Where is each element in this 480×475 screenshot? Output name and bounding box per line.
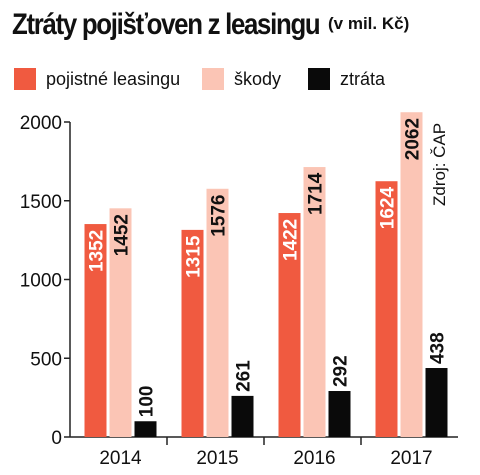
bar-skody <box>109 208 132 437</box>
chart-title-main: Ztráty pojišťoven z leasingu <box>12 8 321 41</box>
bar-pojistne <box>181 229 204 437</box>
data-label: 2062 <box>403 118 424 160</box>
bar-skody <box>206 188 229 437</box>
chart-legend: pojistné leasingu škody ztráta <box>14 68 474 92</box>
legend-label-ztrata: ztráta <box>340 68 386 89</box>
x-tick-label: 2014 <box>99 448 142 469</box>
data-label: 1714 <box>306 172 327 215</box>
x-tick-label: 2016 <box>293 448 335 469</box>
legend-label-skody: škody <box>234 68 282 89</box>
data-label: 438 <box>428 332 449 364</box>
data-label: 1624 <box>378 187 399 230</box>
bar-ztrata <box>425 368 448 437</box>
bar-skody <box>400 112 423 438</box>
data-label: 261 <box>234 360 255 392</box>
legend-item-skody: škody <box>202 68 281 90</box>
y-tick-label: 500 <box>30 349 62 370</box>
legend-swatch-pojistne <box>14 68 36 90</box>
legend-label-pojistne: pojistné leasingu <box>46 68 181 89</box>
legend-item-ztrata: ztráta <box>308 68 385 90</box>
y-tick-label: 0 <box>51 428 62 449</box>
y-tick-label: 1000 <box>20 271 62 292</box>
chart-title: Ztráty pojišťoven z leasingu <box>12 8 369 42</box>
data-label: 1576 <box>209 194 230 236</box>
data-label: 100 <box>137 386 158 418</box>
bar-ztrata <box>231 395 254 437</box>
data-label: 1452 <box>112 214 133 256</box>
chart-title-unit: (v mil. Kč) <box>328 14 410 33</box>
legend-item-pojistne: pojistné leasingu <box>14 68 180 90</box>
bar-pojistne <box>278 213 301 437</box>
x-tick-label: 2015 <box>196 448 238 469</box>
y-tick-label: 2000 <box>20 113 62 134</box>
bar-ztrata <box>134 421 157 437</box>
bar-pojistne <box>84 224 107 437</box>
legend-swatch-ztrata <box>308 68 330 90</box>
data-label: 1422 <box>281 219 302 261</box>
bar-skody <box>303 167 326 438</box>
bar-ztrata <box>328 391 351 437</box>
y-tick-label: 1500 <box>20 192 62 213</box>
data-label: 1315 <box>184 235 205 278</box>
x-tick-label: 2017 <box>390 448 432 469</box>
legend-swatch-skody <box>202 68 224 90</box>
bar-pojistne <box>375 181 398 437</box>
data-label: 1352 <box>87 230 108 272</box>
data-label: 292 <box>331 355 352 387</box>
